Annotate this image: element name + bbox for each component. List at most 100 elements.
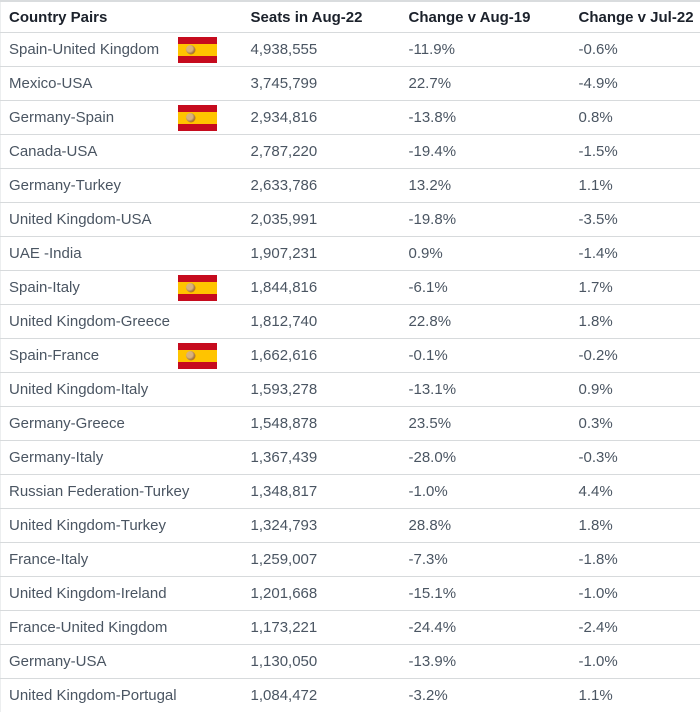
country-pair-cell: Spain-France	[1, 339, 251, 373]
country-pair-label: Germany-Italy	[9, 449, 104, 466]
seats-cell: 2,633,786	[250, 177, 318, 194]
seats-cell: 1,367,439	[250, 449, 318, 466]
header-row: Country Pairs Seats in Aug-22 Change v A…	[1, 1, 700, 33]
country-pair-label: United Kingdom-Ireland	[9, 585, 167, 602]
country-pair-label: France-United Kingdom	[9, 619, 168, 636]
table-row: Germany-USA 1,130,050 -13.9% -1.0%	[0, 644, 700, 679]
table-row: Germany-Greece 1,548,878 23.5% 0.3%	[0, 406, 700, 441]
change-aug19-cell: 28.8%	[408, 517, 452, 534]
country-pair-cell: Spain-Italy	[1, 271, 251, 305]
change-jul22-cell: -4.9%	[578, 75, 618, 92]
change-aug19-cell: 23.5%	[408, 415, 452, 432]
change-aug19-cell: -0.1%	[408, 347, 448, 364]
country-pair-label: United Kingdom-Portugal	[9, 687, 177, 704]
table-row: UAE -India 1,907,231 0.9% -1.4%	[0, 236, 700, 271]
country-pair-label: United Kingdom-USA	[9, 211, 152, 228]
seats-cell: 1,173,221	[250, 619, 318, 636]
column-header-country-pairs: Country Pairs	[9, 8, 108, 26]
change-aug19-cell: -19.4%	[408, 143, 457, 160]
country-pair-cell: Mexico-USA	[1, 67, 251, 101]
change-aug19-cell: -15.1%	[408, 585, 457, 602]
seats-cell: 1,259,007	[250, 551, 318, 568]
change-jul22-cell: -0.2%	[578, 347, 618, 364]
flag-emblem	[186, 45, 195, 54]
country-pair-cell: Germany-Turkey	[1, 169, 251, 203]
change-aug19-cell: -6.1%	[408, 279, 448, 296]
country-pair-label: United Kingdom-Turkey	[9, 517, 167, 534]
table-row: United Kingdom-Greece 1,812,740 22.8% 1.…	[0, 304, 700, 339]
change-jul22-cell: 0.9%	[578, 381, 613, 398]
country-pair-cell: Spain-United Kingdom	[1, 33, 251, 67]
spain-flag-icon	[178, 342, 217, 369]
table-row: Spain-Italy 1,844,816 -6.1% 1.7%	[0, 270, 700, 305]
change-aug19-cell: -24.4%	[408, 619, 457, 636]
country-pair-label: United Kingdom-Greece	[9, 313, 170, 330]
country-pair-label: Spain-Italy	[9, 279, 80, 296]
change-aug19-cell: -13.1%	[408, 381, 457, 398]
flag-emblem	[186, 113, 195, 122]
change-aug19-cell: 13.2%	[408, 177, 452, 194]
seats-cell: 4,938,555	[250, 41, 318, 58]
change-jul22-cell: 1.8%	[578, 517, 613, 534]
spain-flag-icon	[178, 274, 217, 301]
change-jul22-cell: -1.8%	[578, 551, 618, 568]
change-jul22-cell: -3.5%	[578, 211, 618, 228]
change-jul22-cell: -0.6%	[578, 41, 618, 58]
seats-cell: 2,934,816	[250, 109, 318, 126]
table-row: Mexico-USA 3,745,799 22.7% -4.9%	[0, 66, 700, 101]
change-jul22-cell: -1.0%	[578, 585, 618, 602]
change-jul22-cell: 4.4%	[578, 483, 613, 500]
seats-cell: 1,130,050	[250, 653, 318, 670]
change-jul22-cell: -2.4%	[578, 619, 618, 636]
flag-emblem	[186, 283, 195, 292]
seats-cell: 2,787,220	[250, 143, 318, 160]
seats-cell: 1,593,278	[250, 381, 318, 398]
table-row: France-United Kingdom 1,173,221 -24.4% -…	[0, 610, 700, 645]
change-aug19-cell: -13.8%	[408, 109, 457, 126]
spain-flag-icon	[178, 104, 217, 131]
change-jul22-cell: -0.3%	[578, 449, 618, 466]
country-pair-label: United Kingdom-Italy	[9, 381, 149, 398]
table-row: Spain-United Kingdom 4,938,555 -11.9% -0…	[0, 32, 700, 67]
change-jul22-cell: -1.4%	[578, 245, 618, 262]
country-pair-label: Germany-USA	[9, 653, 107, 670]
country-pair-cell: Russian Federation-Turkey	[1, 475, 251, 509]
country-pair-cell: Germany-USA	[1, 645, 251, 679]
change-aug19-cell: -7.3%	[408, 551, 448, 568]
change-jul22-cell: 1.1%	[578, 687, 613, 704]
seats-cell: 1,084,472	[250, 687, 318, 704]
table-row: Russian Federation-Turkey 1,348,817 -1.0…	[0, 474, 700, 509]
seats-cell: 1,548,878	[250, 415, 318, 432]
change-aug19-cell: -28.0%	[408, 449, 457, 466]
seats-cell: 3,745,799	[250, 75, 318, 92]
table-row: United Kingdom-Ireland 1,201,668 -15.1% …	[0, 576, 700, 611]
flag-emblem	[186, 351, 195, 360]
table-body: Spain-United Kingdom 4,938,555 -11.9% -0…	[0, 32, 700, 712]
country-pair-label: Spain-United Kingdom	[9, 41, 160, 58]
table-row: Germany-Spain 2,934,816 -13.8% 0.8%	[0, 100, 700, 135]
country-pair-cell: United Kingdom-Portugal	[1, 679, 251, 712]
seats-cell: 2,035,991	[250, 211, 318, 228]
country-pair-cell: Germany-Italy	[1, 441, 251, 475]
change-jul22-cell: 0.8%	[578, 109, 613, 126]
change-jul22-cell: 1.1%	[578, 177, 613, 194]
country-pair-label: UAE -India	[9, 245, 82, 262]
change-jul22-cell: -1.0%	[578, 653, 618, 670]
column-header-change-jul22: Change v Jul-22	[578, 8, 694, 26]
table-row: United Kingdom-Portugal 1,084,472 -3.2% …	[0, 678, 700, 712]
country-pair-cell: Germany-Spain	[1, 101, 251, 135]
country-pair-label: Germany-Turkey	[9, 177, 121, 194]
table-row: Canada-USA 2,787,220 -19.4% -1.5%	[0, 134, 700, 169]
seats-cell: 1,844,816	[250, 279, 318, 296]
seats-cell: 1,348,817	[250, 483, 318, 500]
country-pair-label: Germany-Greece	[9, 415, 125, 432]
table-row: United Kingdom-Italy 1,593,278 -13.1% 0.…	[0, 372, 700, 407]
seats-cell: 1,324,793	[250, 517, 318, 534]
country-pair-cell: United Kingdom-Italy	[1, 373, 251, 407]
table-row: Germany-Turkey 2,633,786 13.2% 1.1%	[0, 168, 700, 203]
change-aug19-cell: 22.7%	[408, 75, 452, 92]
country-pair-label: Spain-France	[9, 347, 100, 364]
country-pair-label: Mexico-USA	[9, 75, 93, 92]
change-aug19-cell: 0.9%	[408, 245, 443, 262]
